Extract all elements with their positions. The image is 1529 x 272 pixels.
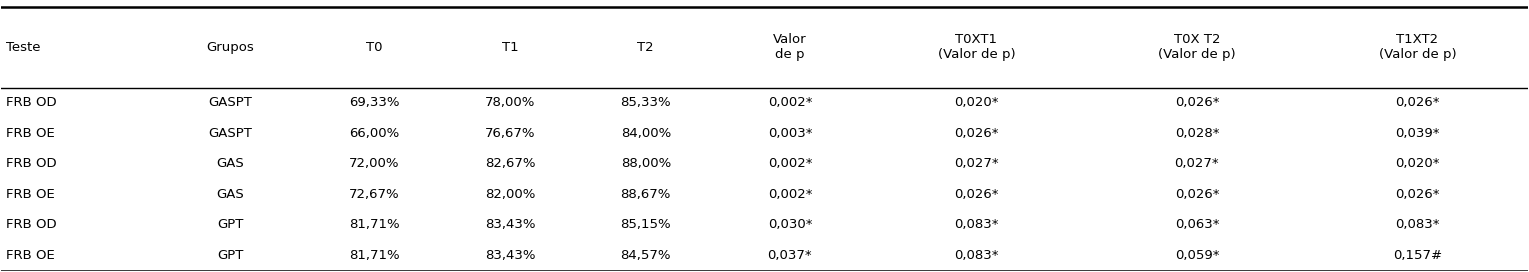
Text: 83,43%: 83,43% — [485, 249, 535, 262]
Text: 0,157#: 0,157# — [1393, 249, 1442, 262]
Text: 0,002*: 0,002* — [768, 157, 812, 170]
Text: 72,00%: 72,00% — [349, 157, 399, 170]
Text: T0XT1
(Valor de p): T0XT1 (Valor de p) — [937, 33, 1015, 61]
Text: 81,71%: 81,71% — [349, 218, 399, 231]
Text: 88,67%: 88,67% — [621, 188, 671, 201]
Text: 0,026*: 0,026* — [1394, 188, 1440, 201]
Text: 0,083*: 0,083* — [954, 218, 998, 231]
Text: 84,57%: 84,57% — [621, 249, 671, 262]
Text: 85,15%: 85,15% — [621, 218, 671, 231]
Text: 0,003*: 0,003* — [768, 127, 812, 140]
Text: FRB OD: FRB OD — [6, 96, 57, 109]
Text: T0: T0 — [367, 41, 382, 54]
Text: 82,00%: 82,00% — [485, 188, 535, 201]
Text: FRB OE: FRB OE — [6, 249, 55, 262]
Text: 0,083*: 0,083* — [1394, 218, 1440, 231]
Text: 0,039*: 0,039* — [1394, 127, 1440, 140]
Text: 0,027*: 0,027* — [1174, 157, 1219, 170]
Text: 0,020*: 0,020* — [1394, 157, 1440, 170]
Text: 0,026*: 0,026* — [1174, 96, 1219, 109]
Text: T0X T2
(Valor de p): T0X T2 (Valor de p) — [1157, 33, 1235, 61]
Text: 88,00%: 88,00% — [621, 157, 671, 170]
Text: 66,00%: 66,00% — [349, 127, 399, 140]
Text: 0,063*: 0,063* — [1174, 218, 1219, 231]
Text: 83,43%: 83,43% — [485, 218, 535, 231]
Text: GASPT: GASPT — [208, 96, 252, 109]
Text: 0,002*: 0,002* — [768, 188, 812, 201]
Text: FRB OD: FRB OD — [6, 157, 57, 170]
Text: 0,083*: 0,083* — [954, 249, 998, 262]
Text: 0,026*: 0,026* — [954, 188, 998, 201]
Text: FRB OE: FRB OE — [6, 188, 55, 201]
Text: 69,33%: 69,33% — [349, 96, 399, 109]
Text: 81,71%: 81,71% — [349, 249, 399, 262]
Text: 0,026*: 0,026* — [954, 127, 998, 140]
Text: GPT: GPT — [217, 218, 243, 231]
Text: GPT: GPT — [217, 249, 243, 262]
Text: 0,059*: 0,059* — [1174, 249, 1219, 262]
Text: FRB OE: FRB OE — [6, 127, 55, 140]
Text: 0,020*: 0,020* — [954, 96, 998, 109]
Text: 82,67%: 82,67% — [485, 157, 535, 170]
Text: 72,67%: 72,67% — [349, 188, 399, 201]
Text: GAS: GAS — [217, 157, 245, 170]
Text: 0,028*: 0,028* — [1174, 127, 1219, 140]
Text: 0,026*: 0,026* — [1174, 188, 1219, 201]
Text: 0,027*: 0,027* — [954, 157, 998, 170]
Text: 84,00%: 84,00% — [621, 127, 671, 140]
Text: 0,026*: 0,026* — [1394, 96, 1440, 109]
Text: T1XT2
(Valor de p): T1XT2 (Valor de p) — [1379, 33, 1456, 61]
Text: 0,002*: 0,002* — [768, 96, 812, 109]
Text: GASPT: GASPT — [208, 127, 252, 140]
Text: 85,33%: 85,33% — [621, 96, 671, 109]
Text: T1: T1 — [502, 41, 518, 54]
Text: FRB OD: FRB OD — [6, 218, 57, 231]
Text: 0,037*: 0,037* — [768, 249, 812, 262]
Text: 78,00%: 78,00% — [485, 96, 535, 109]
Text: Teste: Teste — [6, 41, 40, 54]
Text: Valor
de p: Valor de p — [774, 33, 807, 61]
Text: 76,67%: 76,67% — [485, 127, 535, 140]
Text: T2: T2 — [638, 41, 654, 54]
Text: Grupos: Grupos — [206, 41, 254, 54]
Text: GAS: GAS — [217, 188, 245, 201]
Text: 0,030*: 0,030* — [768, 218, 812, 231]
